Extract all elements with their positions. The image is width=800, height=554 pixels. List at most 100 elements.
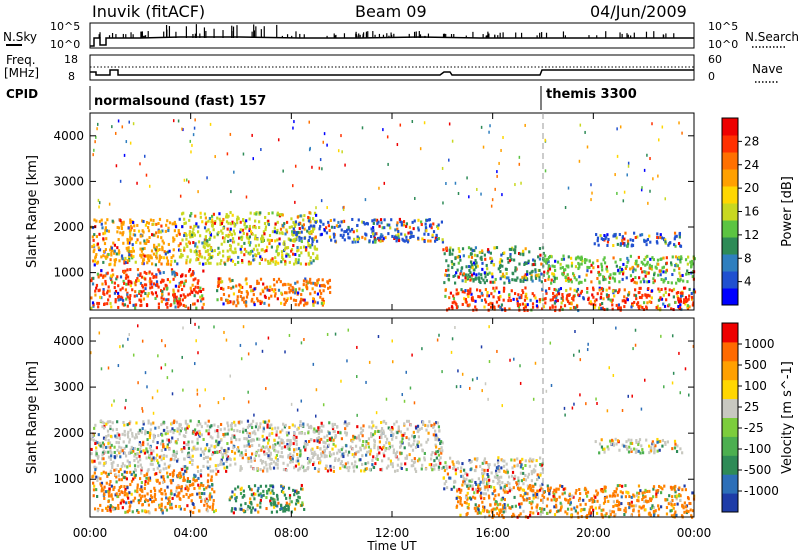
data-cell [320,421,323,425]
data-cell [130,237,133,241]
data-cell [345,433,348,437]
data-cell [198,289,201,293]
data-cell [173,301,176,305]
data-cell [541,307,544,311]
data-cell [126,494,129,498]
data-cell [271,497,274,501]
data-cell [117,305,120,309]
data-cell [691,303,694,307]
data-cell [128,491,131,495]
data-cell [194,285,197,289]
data-cell [444,247,448,251]
y-axis-label: Slant Range [km] [25,155,40,268]
data-cell [312,297,315,301]
data-cell [205,220,208,224]
data-cell [231,220,234,224]
data-cell [107,441,110,445]
data-cell [457,275,460,279]
data-cell [126,423,129,427]
data-cell [641,262,645,266]
nave-tick-top: 60 [708,53,722,66]
data-cell [523,262,526,266]
data-cell [626,260,629,264]
data-cell [182,465,185,469]
data-cell [167,298,170,302]
data-cell [490,471,493,475]
data-cell [219,450,222,454]
data-cell [285,291,288,295]
data-cell [510,289,513,293]
data-cell [256,282,259,286]
data-cell [106,474,109,478]
data-cell [216,298,219,302]
data-cell [428,420,431,424]
data-cell [601,302,604,306]
data-cell [664,238,667,242]
data-cell [467,483,470,487]
data-cell [126,238,129,242]
data-cell [416,444,420,448]
data-cell [405,224,408,228]
data-cell [245,290,248,294]
data-cell [251,232,254,236]
data-cell [407,442,410,446]
data-cell [111,219,114,223]
data-cell [228,277,231,281]
data-cell [293,493,296,497]
data-cell [113,445,116,449]
data-cell [623,237,626,241]
data-cell [343,465,346,469]
data-cell [499,263,502,267]
data-cell [114,300,117,304]
data-cell [217,280,220,284]
data-cell [489,301,492,305]
data-cell [143,246,146,250]
data-cell [275,231,278,235]
data-cell [296,456,299,460]
data-cell [316,454,320,458]
data-cell [282,509,285,513]
data-cell [551,264,554,268]
data-cell [223,427,226,431]
data-cell [634,236,637,240]
data-cell [518,162,521,166]
data-cell [452,274,455,278]
data-cell [275,433,278,437]
data-cell [181,450,184,454]
data-cell [307,439,311,443]
data-cell [506,470,509,474]
data-cell [530,270,533,274]
data-cell [129,470,132,474]
data-cell [121,286,124,290]
data-cell [166,250,170,254]
data-cell [289,499,292,503]
data-cell [229,244,233,248]
data-cell [361,428,365,432]
data-cell [464,279,467,283]
data-cell [454,472,458,476]
data-cell [294,258,298,262]
data-cell [470,459,473,463]
data-cell [170,268,174,272]
data-cell [493,280,496,284]
data-cell [332,430,335,434]
data-cell [92,494,95,498]
data-cell [283,445,287,449]
data-cell [182,303,185,307]
data-cell [313,450,316,454]
data-cell [196,245,199,249]
data-cell [154,283,158,287]
data-cell [417,226,420,230]
data-cell [488,463,491,467]
data-cell [186,479,189,483]
data-cell [207,219,210,223]
data-cell [516,276,519,280]
data-cell [578,159,581,163]
data-cell [521,275,524,279]
data-cell [489,251,492,255]
data-cell [113,468,116,472]
data-cell [586,265,589,269]
data-cell [168,221,172,225]
data-cell [633,280,636,284]
data-cell [574,257,578,261]
